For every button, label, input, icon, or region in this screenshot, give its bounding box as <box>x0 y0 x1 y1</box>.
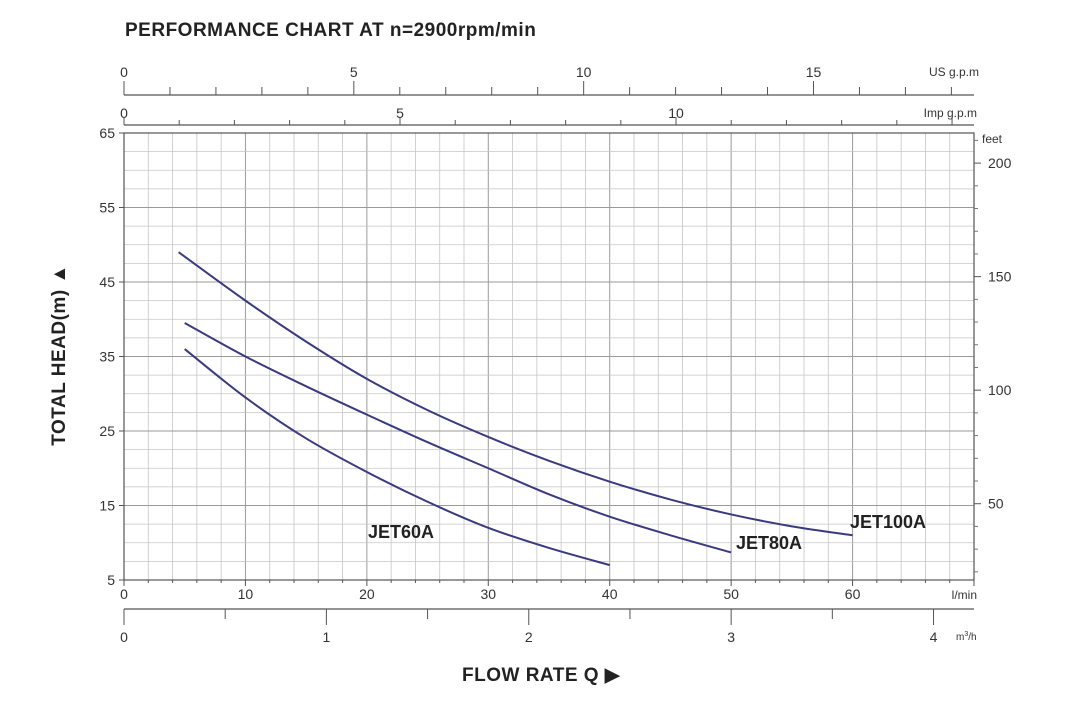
series-label-jet100a: JET100A <box>850 512 926 532</box>
y-tick-label: 45 <box>99 274 115 290</box>
impgpm-tick-label: 5 <box>396 105 404 121</box>
usgpm-tick-label: 15 <box>806 64 822 80</box>
usgpm-tick-label: 5 <box>350 64 358 80</box>
x-tick-label: 50 <box>723 586 739 602</box>
m3h-tick-label: 0 <box>120 629 128 645</box>
usgpm-tick-label: 10 <box>576 64 592 80</box>
chart-title: PERFORMANCE CHART AT n=2900rpm/min <box>125 20 537 41</box>
series-line-jet80a <box>184 322 732 554</box>
x-tick-label: 40 <box>602 586 618 602</box>
x-axis-label: FLOW RATE Q ▶ <box>462 665 620 686</box>
feet-tick-label: 100 <box>988 382 1012 398</box>
feet-tick-label: 50 <box>988 496 1004 512</box>
x-tick-label: 20 <box>359 586 375 602</box>
y-tick-label: 35 <box>99 349 115 365</box>
y-tick-label: 55 <box>99 200 115 216</box>
series-label-jet80a: JET80A <box>736 533 802 553</box>
y-tick-label: 65 <box>99 125 115 141</box>
y-tick-label: 15 <box>99 498 115 514</box>
series-line-jet100a <box>178 251 853 537</box>
impgpm-unit-label: Imp g.p.m <box>924 106 977 120</box>
m3h-tick-label: 1 <box>322 629 330 645</box>
m3h-tick-label: 2 <box>525 629 533 645</box>
x-tick-label: 30 <box>480 586 496 602</box>
usgpm-unit-label: US g.p.m <box>929 65 979 79</box>
impgpm-tick-label: 10 <box>668 105 684 121</box>
m3h-unit-label: m3/h <box>956 631 977 643</box>
feet-tick-label: 200 <box>988 155 1012 171</box>
series-line-jet60a <box>184 348 610 567</box>
lpm-unit-label: l/min <box>952 588 977 602</box>
usgpm-tick-label: 0 <box>120 64 128 80</box>
x-tick-label: 60 <box>845 586 861 602</box>
x-tick-label: 0 <box>120 586 128 602</box>
y-tick-label: 5 <box>107 572 115 588</box>
feet-unit-label: feet <box>982 132 1003 146</box>
x-tick-label: 10 <box>238 586 254 602</box>
series-label-jet60a: JET60A <box>368 522 434 542</box>
m3h-tick-label: 3 <box>727 629 735 645</box>
feet-tick-label: 150 <box>988 269 1012 285</box>
impgpm-tick-label: 0 <box>120 105 128 121</box>
m3h-tick-label: 4 <box>930 629 938 645</box>
y-tick-label: 25 <box>99 423 115 439</box>
